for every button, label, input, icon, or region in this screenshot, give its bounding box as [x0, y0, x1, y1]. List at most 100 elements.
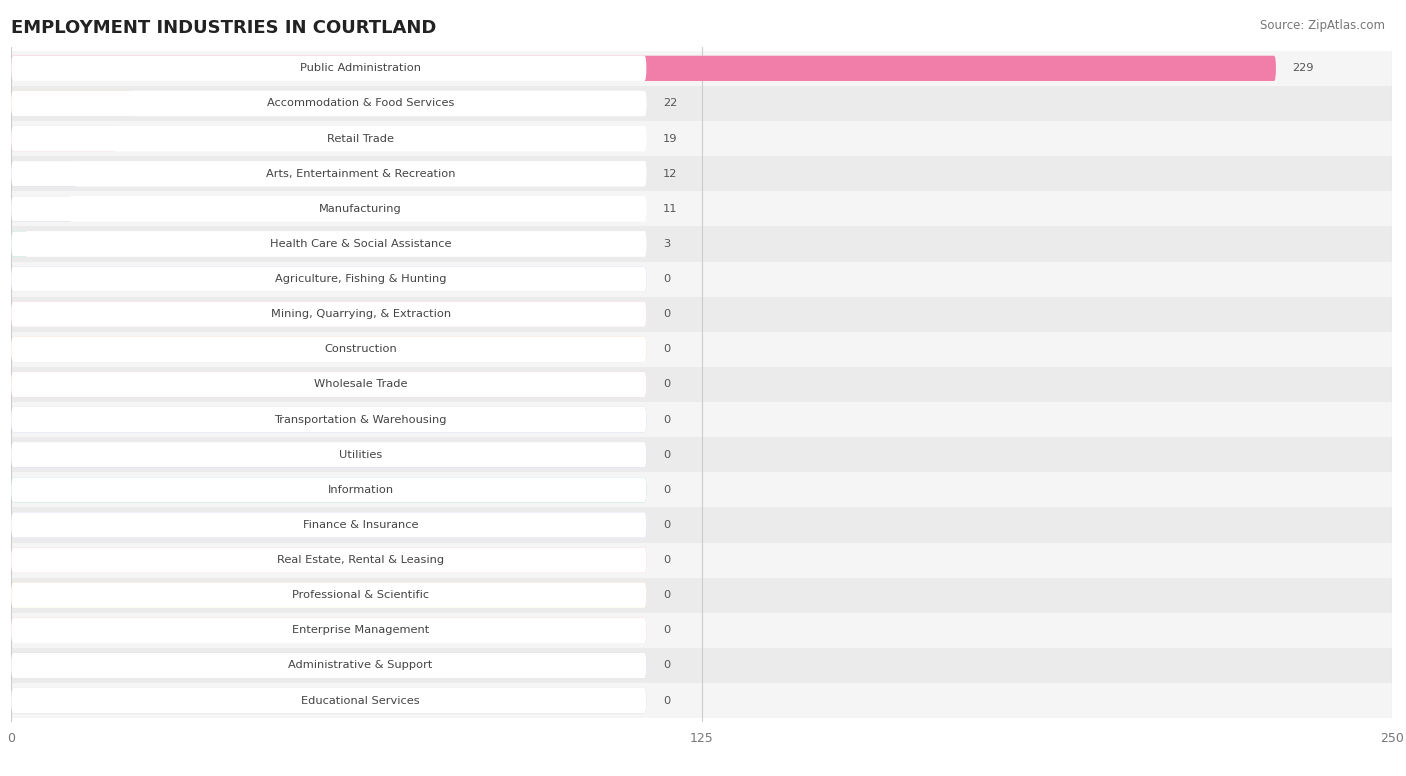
FancyBboxPatch shape — [11, 302, 647, 327]
FancyBboxPatch shape — [11, 372, 647, 397]
FancyBboxPatch shape — [11, 372, 647, 397]
FancyBboxPatch shape — [11, 618, 647, 643]
Text: 0: 0 — [664, 485, 671, 495]
FancyBboxPatch shape — [11, 583, 647, 608]
Text: Manufacturing: Manufacturing — [319, 204, 402, 214]
Bar — [11, 50, 1392, 86]
FancyBboxPatch shape — [11, 337, 647, 362]
Text: Public Administration: Public Administration — [299, 64, 420, 74]
Text: 0: 0 — [664, 695, 671, 705]
Bar — [11, 613, 1392, 648]
FancyBboxPatch shape — [11, 196, 647, 221]
FancyBboxPatch shape — [11, 512, 647, 538]
Text: 11: 11 — [664, 204, 678, 214]
FancyBboxPatch shape — [11, 583, 647, 608]
Text: Transportation & Warehousing: Transportation & Warehousing — [274, 414, 447, 424]
FancyBboxPatch shape — [11, 161, 647, 186]
FancyBboxPatch shape — [11, 126, 647, 151]
Text: 12: 12 — [664, 168, 678, 178]
Bar — [11, 473, 1392, 508]
Text: 0: 0 — [664, 450, 671, 459]
Text: Wholesale Trade: Wholesale Trade — [314, 379, 408, 390]
Bar — [11, 191, 1392, 227]
FancyBboxPatch shape — [11, 161, 77, 186]
Text: Finance & Insurance: Finance & Insurance — [302, 520, 419, 530]
Text: Arts, Entertainment & Recreation: Arts, Entertainment & Recreation — [266, 168, 456, 178]
Bar — [11, 367, 1392, 402]
FancyBboxPatch shape — [11, 231, 647, 257]
FancyBboxPatch shape — [11, 512, 647, 538]
Bar — [11, 332, 1392, 367]
FancyBboxPatch shape — [11, 442, 647, 467]
Bar — [11, 227, 1392, 262]
Text: 0: 0 — [664, 414, 671, 424]
FancyBboxPatch shape — [11, 688, 647, 713]
FancyBboxPatch shape — [11, 91, 647, 116]
Text: 19: 19 — [664, 133, 678, 144]
Bar — [11, 577, 1392, 613]
FancyBboxPatch shape — [11, 91, 647, 116]
FancyBboxPatch shape — [11, 688, 647, 713]
FancyBboxPatch shape — [11, 618, 647, 643]
Text: 3: 3 — [664, 239, 671, 249]
FancyBboxPatch shape — [11, 442, 647, 467]
Bar — [11, 296, 1392, 332]
FancyBboxPatch shape — [11, 231, 28, 257]
FancyBboxPatch shape — [11, 196, 647, 221]
Text: Source: ZipAtlas.com: Source: ZipAtlas.com — [1260, 19, 1385, 33]
FancyBboxPatch shape — [11, 372, 647, 397]
Text: Educational Services: Educational Services — [301, 695, 420, 705]
Text: 0: 0 — [664, 274, 671, 284]
Bar — [11, 156, 1392, 191]
FancyBboxPatch shape — [11, 407, 647, 432]
FancyBboxPatch shape — [11, 407, 647, 432]
Text: 0: 0 — [664, 555, 671, 565]
Text: Accommodation & Food Services: Accommodation & Food Services — [267, 99, 454, 109]
Bar — [11, 683, 1392, 718]
FancyBboxPatch shape — [11, 407, 647, 432]
Text: Construction: Construction — [325, 345, 396, 355]
Text: Professional & Scientific: Professional & Scientific — [292, 591, 429, 600]
FancyBboxPatch shape — [11, 547, 647, 573]
FancyBboxPatch shape — [11, 337, 647, 362]
Bar — [11, 86, 1392, 121]
FancyBboxPatch shape — [11, 91, 132, 116]
FancyBboxPatch shape — [11, 337, 647, 362]
FancyBboxPatch shape — [11, 56, 1277, 81]
Text: Health Care & Social Assistance: Health Care & Social Assistance — [270, 239, 451, 249]
FancyBboxPatch shape — [11, 126, 117, 151]
FancyBboxPatch shape — [11, 302, 647, 327]
FancyBboxPatch shape — [11, 56, 647, 81]
Text: 0: 0 — [664, 520, 671, 530]
FancyBboxPatch shape — [11, 302, 647, 327]
Text: Utilities: Utilities — [339, 450, 382, 459]
Text: Real Estate, Rental & Leasing: Real Estate, Rental & Leasing — [277, 555, 444, 565]
Text: Mining, Quarrying, & Extraction: Mining, Quarrying, & Extraction — [270, 309, 451, 319]
FancyBboxPatch shape — [11, 266, 647, 292]
FancyBboxPatch shape — [11, 196, 72, 221]
Text: 0: 0 — [664, 591, 671, 600]
Text: Enterprise Management: Enterprise Management — [292, 625, 429, 636]
FancyBboxPatch shape — [11, 512, 647, 538]
FancyBboxPatch shape — [11, 442, 647, 467]
FancyBboxPatch shape — [11, 477, 647, 503]
FancyBboxPatch shape — [11, 618, 647, 643]
Text: 0: 0 — [664, 660, 671, 670]
Text: 0: 0 — [664, 625, 671, 636]
Bar — [11, 121, 1392, 156]
FancyBboxPatch shape — [11, 653, 647, 678]
FancyBboxPatch shape — [11, 126, 647, 151]
Bar — [11, 542, 1392, 577]
FancyBboxPatch shape — [11, 688, 647, 713]
FancyBboxPatch shape — [11, 266, 647, 292]
Bar — [11, 262, 1392, 296]
FancyBboxPatch shape — [11, 653, 647, 678]
FancyBboxPatch shape — [11, 583, 647, 608]
FancyBboxPatch shape — [11, 161, 647, 186]
FancyBboxPatch shape — [11, 477, 647, 503]
FancyBboxPatch shape — [11, 547, 647, 573]
Text: 0: 0 — [664, 379, 671, 390]
Text: Agriculture, Fishing & Hunting: Agriculture, Fishing & Hunting — [274, 274, 446, 284]
FancyBboxPatch shape — [11, 56, 1277, 81]
FancyBboxPatch shape — [11, 653, 647, 678]
